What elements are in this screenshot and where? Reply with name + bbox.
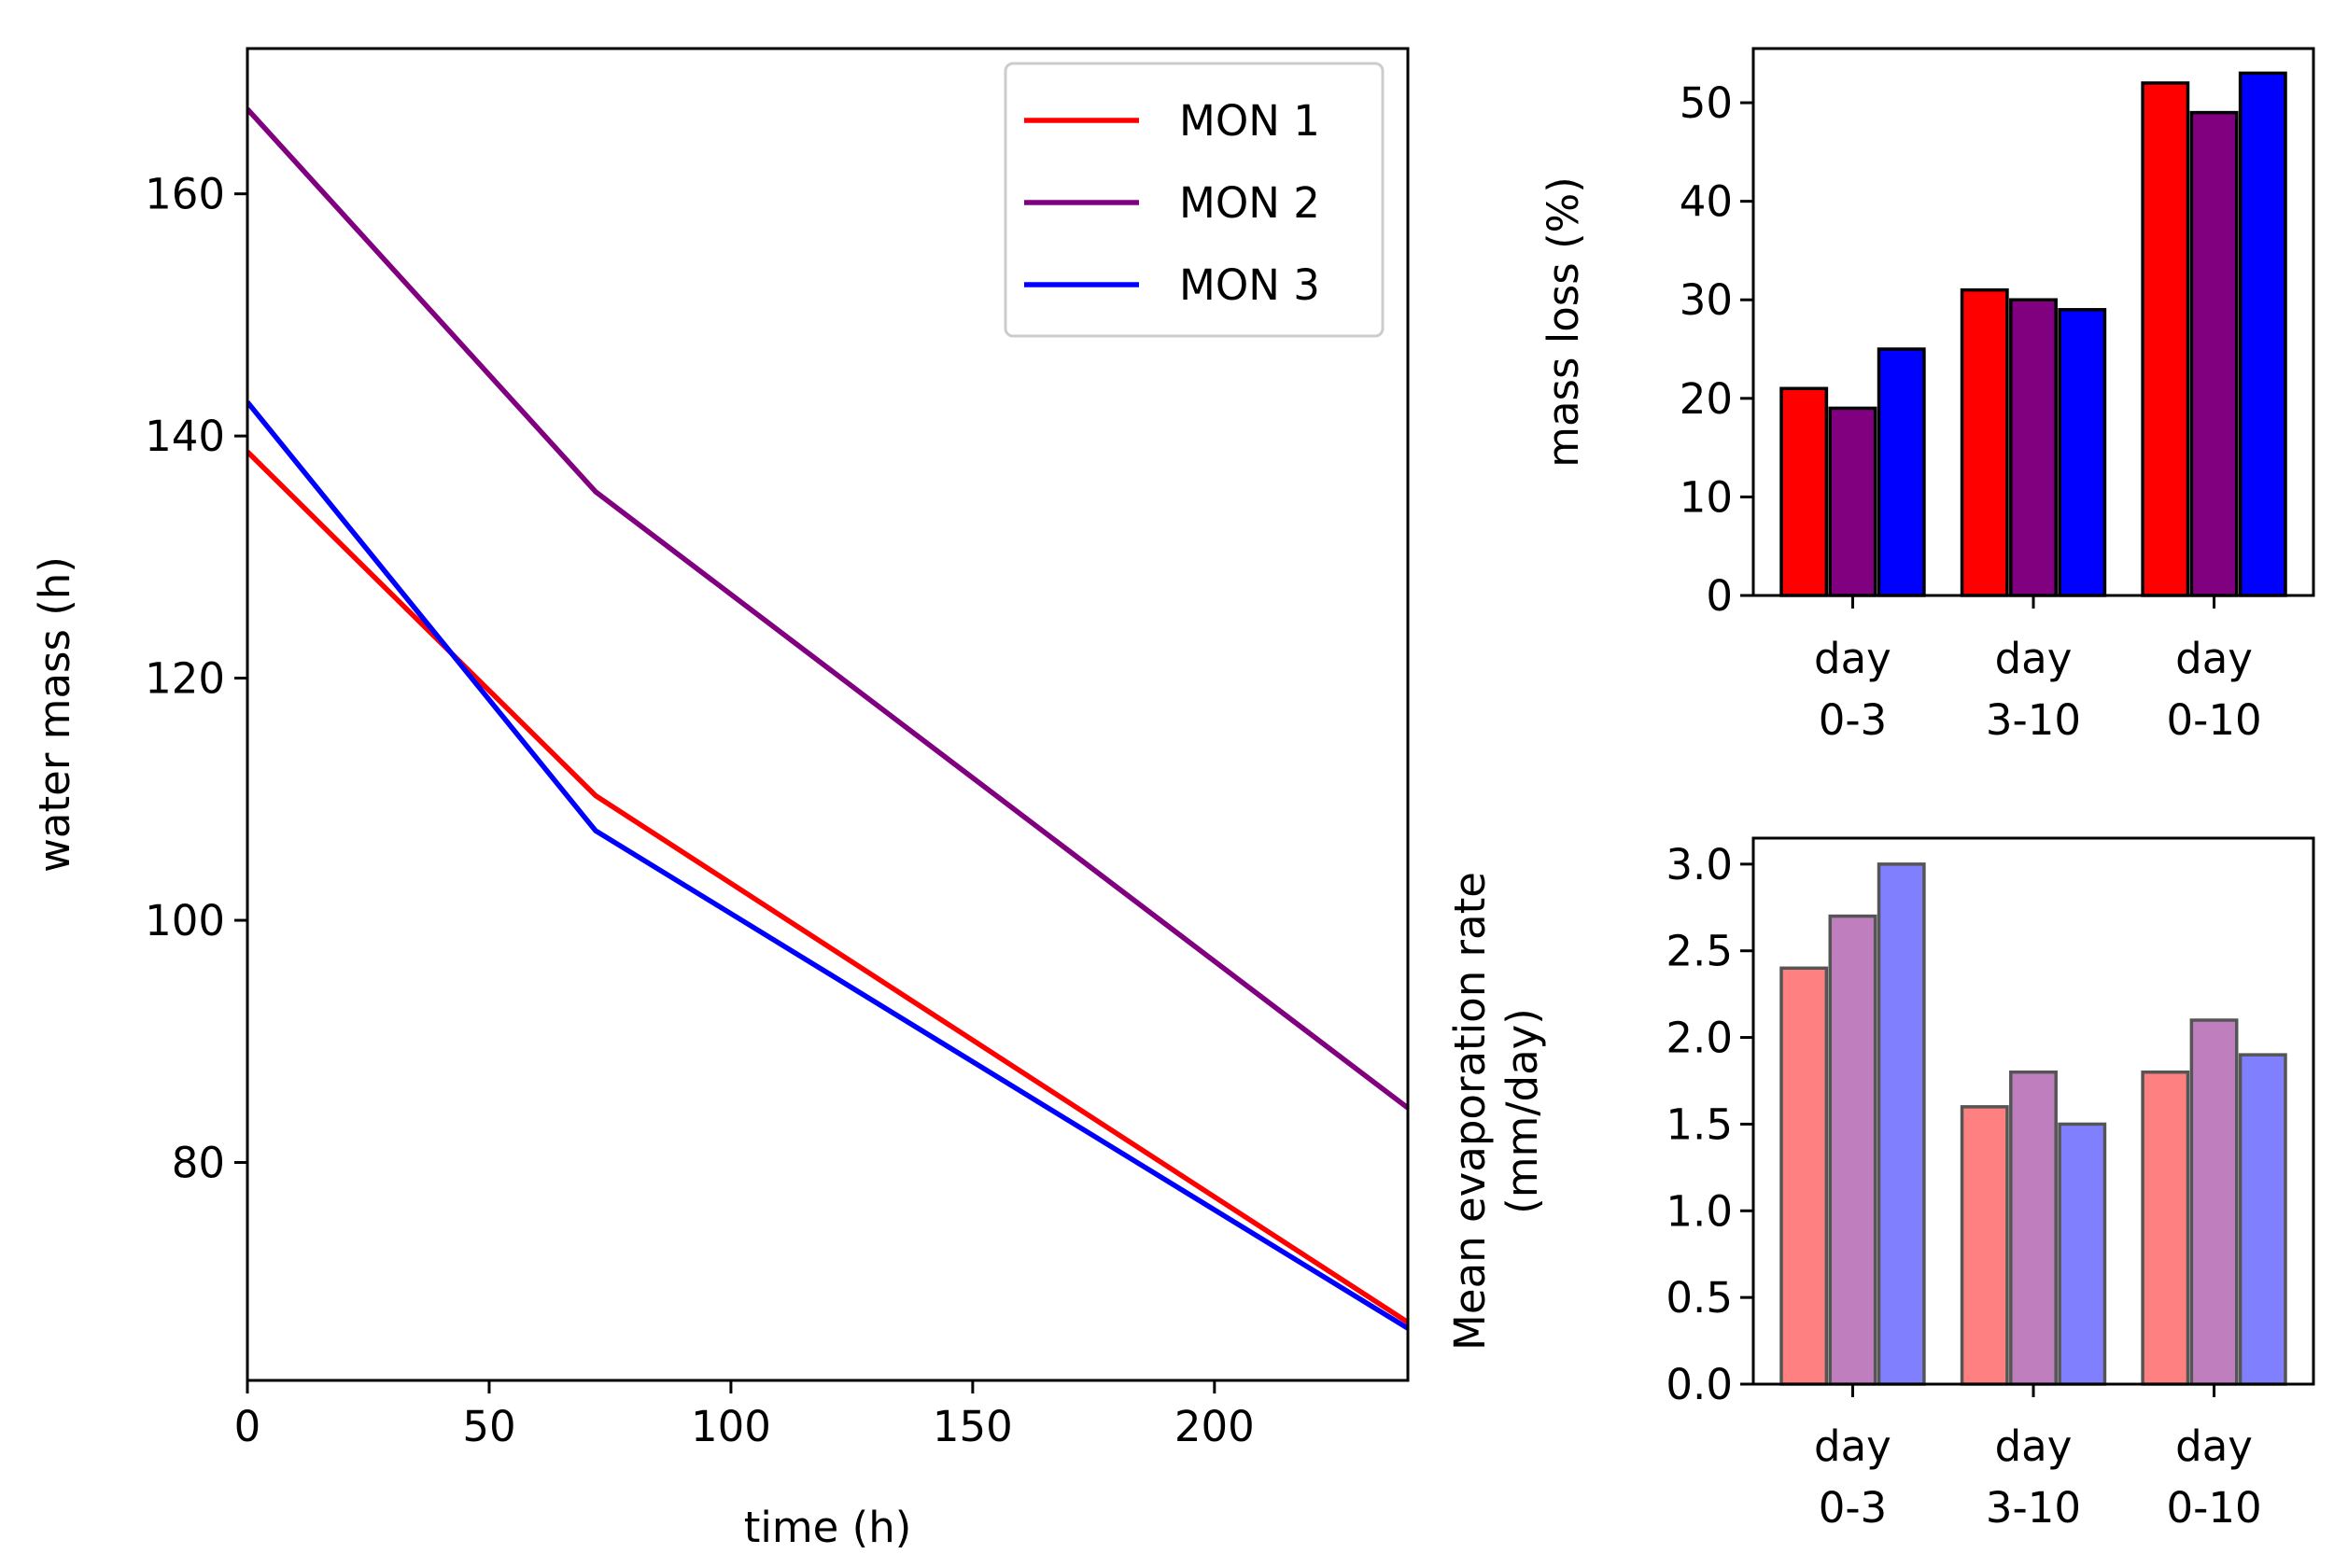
y-axis-label: mass loss (%): [1539, 176, 1588, 468]
x-tick-label-line: day: [2175, 1421, 2253, 1471]
x-axis-label: time (h): [744, 1503, 912, 1552]
y-tick-label: 3.0: [1666, 840, 1733, 889]
x-tick-label-line: day: [1814, 634, 1891, 683]
x-tick-label-line: 3-10: [1986, 1483, 2081, 1533]
line-chart: 0 50 100 150 200 80 100 120 140 160 time (h) water …: [30, 47, 1410, 1552]
x-tick-label: 50: [462, 1402, 515, 1451]
bar-chart-2: 0.0 0.5 1.0 1.5 2.0 2.5 3.0 day 0-3 day 3-10 day 0-1…: [1445, 836, 2315, 1533]
legend: MON 1 MON 2 MON 3: [1004, 62, 1385, 338]
y-tick-label: 30: [1680, 275, 1733, 325]
line-series-1: [247, 450, 1408, 1325]
x-tick-label: day 0-10: [2166, 634, 2261, 745]
y-tick-label: 100: [145, 896, 225, 945]
x-tick-label-line: day: [1995, 1421, 2073, 1471]
x-tick-label-line: 0-10: [2166, 1483, 2261, 1533]
y-tick-label: 0.0: [1666, 1360, 1733, 1409]
bar-2-1: [1828, 406, 1877, 597]
bar-2-3: [2189, 1018, 2239, 1386]
line-axes-frame: [246, 47, 1410, 1382]
bar-2-2: [2009, 298, 2058, 597]
x-tick-label: day 0-10: [2166, 1421, 2261, 1533]
bar-2-3: [2189, 110, 2239, 597]
x-tick-label: 100: [691, 1402, 771, 1451]
bar-3-3: [2238, 1053, 2287, 1386]
x-tick-label-line: day: [1814, 1421, 1891, 1471]
x-tick-label: day 0-3: [1814, 1421, 1891, 1533]
x-tick-label: 0: [234, 1402, 261, 1451]
y-tick-label: 1.0: [1666, 1186, 1733, 1236]
y-tick-label: 20: [1680, 374, 1733, 424]
bar-1-2: [1960, 287, 2009, 597]
y-tick-label: 40: [1680, 177, 1733, 227]
x-tick-label: 150: [933, 1402, 1013, 1451]
y-axis-label-line: (mm/day): [1497, 1008, 1547, 1214]
bar-1-3: [2141, 81, 2190, 597]
line-series-3: [247, 400, 1408, 1331]
x-tick-label: day 0-3: [1814, 634, 1891, 745]
legend-label-3: MON 3: [1179, 260, 1320, 310]
bar-1-3: [2141, 1070, 2190, 1386]
y-tick-label: 0: [1706, 571, 1733, 621]
legend-box: [1004, 62, 1385, 338]
bar-3-3: [2238, 71, 2287, 597]
y-tick-label: 80: [172, 1138, 225, 1187]
bar-3-2: [2058, 1122, 2107, 1386]
line-series-group: [247, 107, 1408, 1331]
x-tick-label: 200: [1174, 1402, 1255, 1451]
y-axis-label: Mean evaporation rate(mm/day): [1445, 872, 1547, 1351]
x-tick-label: day 3-10: [1986, 634, 2081, 745]
bar-3-2: [2058, 308, 2107, 597]
bar-1-1: [1779, 966, 1829, 1386]
y-tick-label: 1.5: [1666, 1099, 1733, 1149]
y-tick-label: 120: [145, 654, 225, 704]
y-tick-label: 140: [145, 412, 225, 461]
bar-3-1: [1877, 347, 1926, 597]
bar-1-1: [1779, 386, 1829, 597]
y-axis-label-line: Mean evaporation rate: [1445, 872, 1495, 1351]
line-series-2: [247, 107, 1408, 1111]
bar-2-2: [2009, 1070, 2058, 1386]
y-axis-label: water mass (h): [30, 556, 79, 873]
x-tick-label-line: day: [1995, 634, 2073, 683]
x-tick-label-line: 3-10: [1986, 695, 2081, 745]
bar-3-1: [1877, 862, 1926, 1386]
y-tick-label: 10: [1680, 472, 1733, 522]
y-axis-label-line: mass loss (%): [1539, 176, 1588, 468]
bar-2-1: [1828, 914, 1877, 1386]
y-tick-label: 160: [145, 170, 225, 219]
legend-label-2: MON 2: [1179, 178, 1320, 228]
legend-label-1: MON 1: [1179, 96, 1320, 146]
x-tick-label: day 3-10: [1986, 1421, 2081, 1533]
x-tick-label-line: 0-10: [2166, 695, 2261, 745]
x-tick-label-line: 0-3: [1819, 1483, 1888, 1533]
x-tick-label-line: 0-3: [1819, 695, 1888, 745]
x-tick-label-line: day: [2175, 634, 2253, 683]
bar-1-2: [1960, 1105, 2009, 1386]
y-tick-label: 0.5: [1666, 1273, 1733, 1323]
y-tick-label: 2.5: [1666, 927, 1733, 976]
bar-chart-1: 0 10 20 30 40 50 day 0-3 day 3-10 day 0-10 mass loss…: [1539, 47, 2315, 745]
y-tick-label: 50: [1680, 78, 1733, 128]
y-tick-label: 2.0: [1666, 1014, 1733, 1063]
